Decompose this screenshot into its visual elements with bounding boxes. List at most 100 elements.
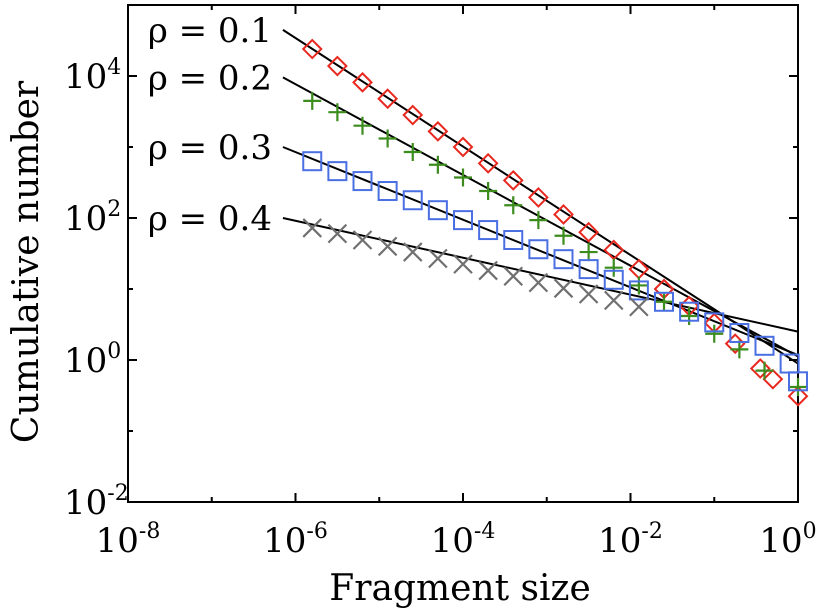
y-tick-label: 104 xyxy=(64,55,121,97)
fit-line-4 xyxy=(282,217,799,333)
plus-marker xyxy=(428,155,447,174)
plus-marker xyxy=(454,168,472,187)
diamond-marker xyxy=(352,71,373,93)
x-tick-base: 10 xyxy=(598,521,641,561)
y-tick-base: 10 xyxy=(64,341,107,381)
series-2-markers xyxy=(303,91,807,396)
cross-marker xyxy=(478,260,498,281)
square-marker xyxy=(704,312,725,333)
series-1-markers xyxy=(301,38,809,407)
series-label-4: ρ = 0.4 xyxy=(148,199,272,239)
x-tick-label: 10-8 xyxy=(96,519,161,561)
cross-marker xyxy=(553,278,574,299)
series-4-markers xyxy=(302,218,649,317)
square-marker xyxy=(754,335,775,356)
diamond-marker xyxy=(502,169,524,191)
series-label-1: ρ = 0.1 xyxy=(148,11,272,51)
diamond-marker xyxy=(427,120,449,142)
square-marker xyxy=(788,371,808,392)
x-tick-exponent: -6 xyxy=(306,519,327,544)
plus-marker xyxy=(403,142,422,161)
plus-marker xyxy=(504,196,523,215)
plus-marker xyxy=(789,377,807,396)
square-marker xyxy=(603,269,624,290)
plus-marker xyxy=(479,182,498,201)
square-marker xyxy=(427,200,448,221)
x-tick-label: 10-4 xyxy=(431,519,496,561)
square-marker xyxy=(654,291,674,312)
square-marker xyxy=(729,323,750,344)
y-tick-base: 10 xyxy=(64,57,107,97)
diamond-marker xyxy=(724,333,746,355)
diamond-marker xyxy=(452,136,474,158)
series-3-markers xyxy=(302,151,808,392)
square-marker xyxy=(377,181,398,202)
fit-line-2 xyxy=(282,76,799,358)
diamond-marker xyxy=(787,385,809,407)
series-label-3: ρ = 0.3 xyxy=(148,128,272,168)
cross-marker xyxy=(629,296,649,317)
plus-marker xyxy=(655,292,673,311)
cross-marker xyxy=(503,266,524,286)
plus-marker xyxy=(303,91,322,110)
x-tick-exponent: -4 xyxy=(474,519,495,544)
y-tick-label: 10-2 xyxy=(64,481,129,523)
data-markers xyxy=(301,38,809,407)
cross-marker xyxy=(327,223,348,244)
plus-marker xyxy=(353,116,372,135)
square-marker xyxy=(553,249,574,270)
cross-marker xyxy=(528,272,549,293)
y-tick-label: 100 xyxy=(64,339,121,381)
square-marker xyxy=(302,151,323,172)
plus-marker xyxy=(554,226,573,245)
x-tick-label: 10-6 xyxy=(263,519,328,561)
y-tick-base: 10 xyxy=(64,199,107,239)
square-marker xyxy=(453,210,473,231)
plus-marker xyxy=(730,340,749,359)
fit-line-3 xyxy=(282,146,799,356)
plus-marker xyxy=(604,258,623,277)
square-marker xyxy=(503,230,524,251)
x-tick-label: 10-2 xyxy=(598,519,663,561)
plus-marker xyxy=(755,361,774,380)
square-marker xyxy=(478,220,499,241)
diamond-marker xyxy=(527,186,549,208)
cross-marker xyxy=(428,248,448,269)
diamond-marker xyxy=(301,38,323,60)
y-tick-exponent: 0 xyxy=(107,339,121,364)
diamond-marker xyxy=(578,221,600,243)
series-labels: ρ = 0.1 ρ = 0.2 ρ = 0.3 ρ = 0.4 xyxy=(148,11,272,239)
cross-marker xyxy=(352,230,373,250)
plus-marker xyxy=(378,129,397,148)
plot-axes xyxy=(127,4,799,503)
square-marker xyxy=(327,161,348,182)
x-tick-exponent: -2 xyxy=(641,519,662,544)
y-tick-exponent: -2 xyxy=(107,481,128,506)
diamond-marker xyxy=(553,204,574,225)
square-marker xyxy=(628,280,649,301)
x-axis-label: Fragment size xyxy=(329,568,591,609)
y-tick-exponent: 4 xyxy=(107,55,121,80)
diamond-marker xyxy=(326,55,348,77)
cross-marker xyxy=(302,218,323,238)
x-tick-base: 10 xyxy=(96,521,139,561)
diamond-marker xyxy=(749,358,771,379)
y-tick-exponent: 2 xyxy=(107,197,121,222)
x-tick-label: 100 xyxy=(759,519,816,561)
cross-marker xyxy=(402,242,423,262)
diamond-marker xyxy=(377,88,399,110)
cross-marker xyxy=(603,290,624,311)
y-tick-label: 102 xyxy=(64,197,121,239)
diamond-marker xyxy=(477,152,499,174)
plus-marker xyxy=(529,211,548,230)
square-marker xyxy=(352,171,373,192)
x-tick-exponent: -8 xyxy=(139,519,160,544)
square-marker xyxy=(679,301,700,322)
y-axis-label: Cumulative number xyxy=(6,80,47,443)
square-marker xyxy=(402,190,423,211)
plus-marker xyxy=(328,103,347,122)
square-marker xyxy=(578,259,599,280)
x-tick-exponent: 0 xyxy=(803,519,817,544)
